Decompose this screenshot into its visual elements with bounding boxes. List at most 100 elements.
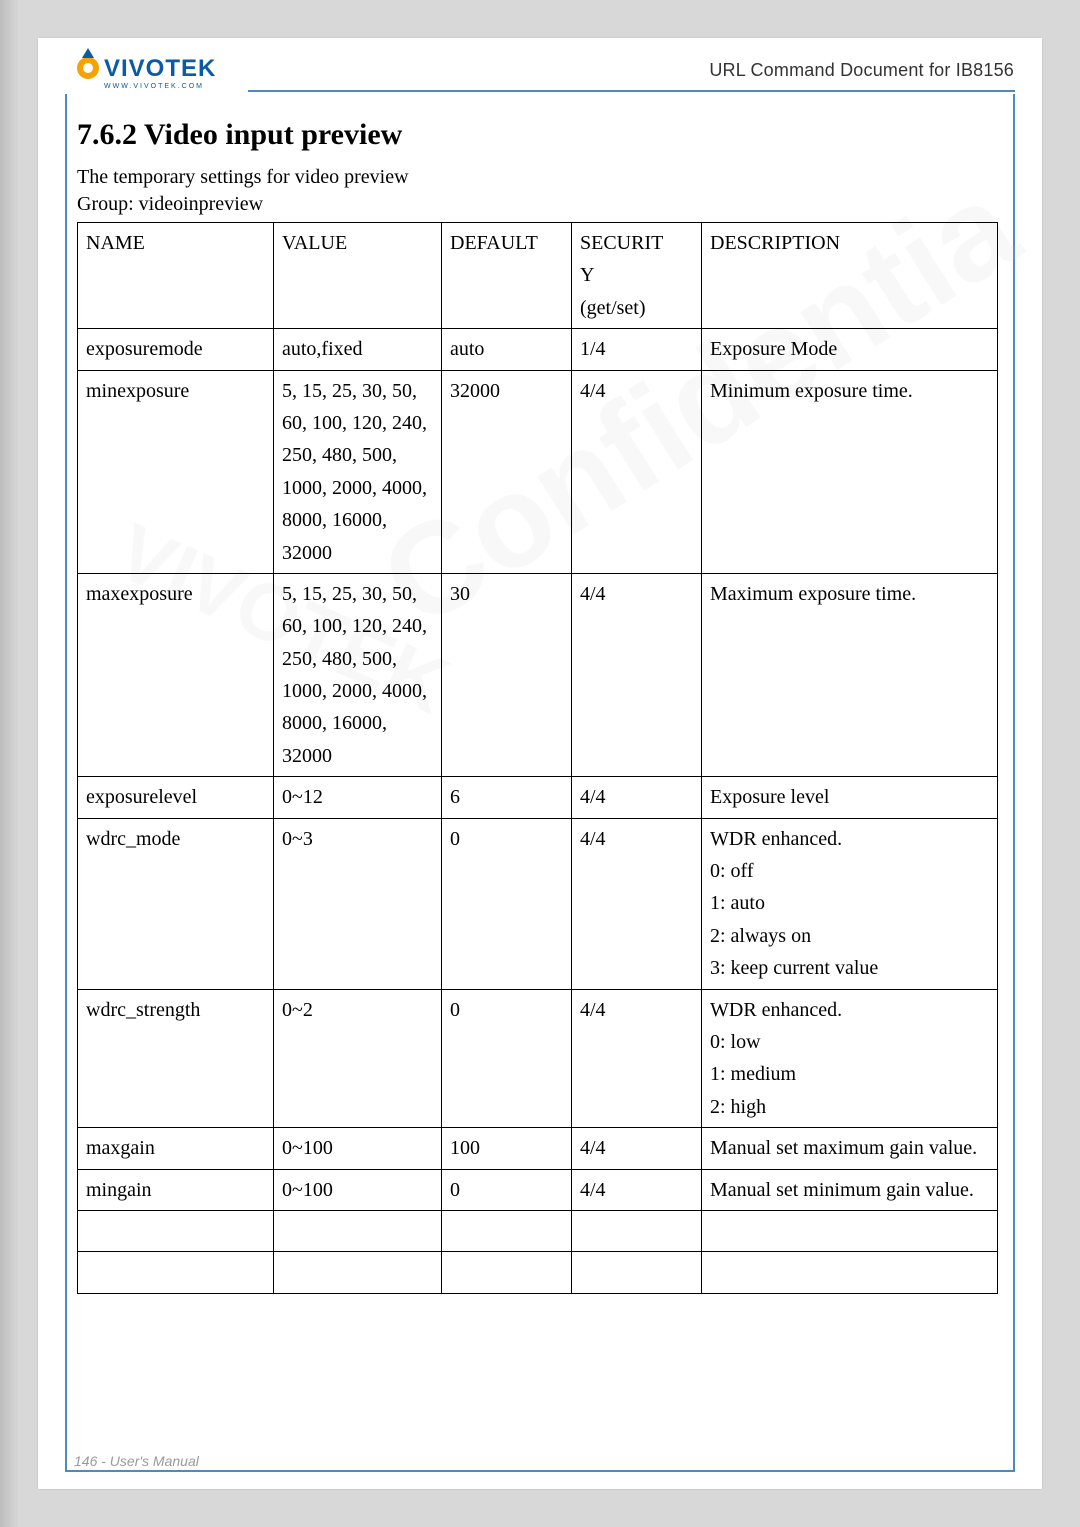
cell-security: 4/4 [572,370,702,573]
cell-security: 4/4 [572,1128,702,1169]
desc-line: 1: auto [710,887,991,919]
page-footer: 146 - User's Manual [74,1453,199,1469]
table-row: mingain0~10004/4Manual set minimum gain … [78,1169,998,1210]
cell-value: 5, 15, 25, 30, 50, 60, 100, 120, 240, 25… [274,370,442,573]
cell-default: 6 [442,777,572,818]
cell-description [702,1210,998,1251]
desc-line: 1: medium [710,1058,991,1090]
cell-value: 0~12 [274,777,442,818]
cell-name [78,1210,274,1251]
cell-default: 0 [442,818,572,989]
cell-value: 0~100 [274,1169,442,1210]
table-row: exposurelevel0~1264/4Exposure level [78,777,998,818]
cell-name: maxgain [78,1128,274,1169]
table-row [78,1252,998,1293]
cell-description: WDR enhanced.0: off1: auto2: always on3:… [702,818,998,989]
desc-line: Exposure Mode [710,333,991,365]
desc-line: 0: off [710,855,991,887]
table-row: minexposure5, 15, 25, 30, 50, 60, 100, 1… [78,370,998,573]
col-security-l3: (get/set) [580,292,695,324]
page-header: VIVOTEK WWW.VIVOTEK.COM URL Command Docu… [38,38,1042,94]
content-inner: 7.6.2 Video input preview The temporary … [77,108,1003,1294]
cell-default: 100 [442,1128,572,1169]
header-mid-rule [248,60,454,92]
cell-security: 4/4 [572,573,702,776]
cell-security [572,1252,702,1293]
page-shadow [0,0,24,1527]
cell-security: 1/4 [572,329,702,370]
col-security-l1: SECURIT [580,227,695,259]
cell-description: Minimum exposure time. [702,370,998,573]
cell-name: wdrc_strength [78,989,274,1128]
cell-value [274,1210,442,1251]
cell-description: Exposure level [702,777,998,818]
desc-line: Manual set maximum gain value. [710,1132,991,1164]
desc-line: Minimum exposure time. [710,375,991,407]
cell-description: Manual set minimum gain value. [702,1169,998,1210]
group-line: Group: videoinpreview [77,193,1003,216]
cell-default: auto [442,329,572,370]
cell-default: 0 [442,989,572,1128]
desc-line: WDR enhanced. [710,994,991,1026]
col-name: NAME [78,223,274,329]
cell-name [78,1252,274,1293]
cell-default [442,1210,572,1251]
cell-default: 32000 [442,370,572,573]
cell-description: Manual set maximum gain value. [702,1128,998,1169]
col-security-l2: Y [580,259,695,291]
table-body: exposuremodeauto,fixedauto1/4Exposure Mo… [78,329,998,1294]
col-value: VALUE [274,223,442,329]
cell-value: 0~100 [274,1128,442,1169]
table-row: wdrc_mode0~304/4WDR enhanced.0: off1: au… [78,818,998,989]
desc-line: Exposure level [710,781,991,813]
table-row: exposuremodeauto,fixedauto1/4Exposure Mo… [78,329,998,370]
cell-security [572,1210,702,1251]
section-title: 7.6.2 Video input preview [77,118,1003,152]
table-header-row: NAME VALUE DEFAULT SECURIT Y (get/set) D… [78,223,998,329]
cell-value [274,1252,442,1293]
cell-default [442,1252,572,1293]
cell-name: wdrc_mode [78,818,274,989]
col-description: DESCRIPTION [702,223,998,329]
cell-description: Exposure Mode [702,329,998,370]
desc-line: 0: low [710,1026,991,1058]
cell-value: auto,fixed [274,329,442,370]
cell-description: WDR enhanced.0: low1: medium2: high [702,989,998,1128]
param-table: NAME VALUE DEFAULT SECURIT Y (get/set) D… [77,222,998,1294]
cell-value: 0~2 [274,989,442,1128]
col-default: DEFAULT [442,223,572,329]
logo-text: VIVOTEK [104,55,216,82]
cell-description: Maximum exposure time. [702,573,998,776]
cell-name: mingain [78,1169,274,1210]
desc-line: Manual set minimum gain value. [710,1174,991,1206]
header-rule [454,90,1015,92]
logo-subtext: WWW.VIVOTEK.COM [104,83,204,90]
cell-security: 4/4 [572,777,702,818]
cell-value: 5, 15, 25, 30, 50, 60, 100, 120, 240, 25… [274,573,442,776]
table-row: maxexposure5, 15, 25, 30, 50, 60, 100, 1… [78,573,998,776]
cell-security: 4/4 [572,818,702,989]
cell-name: minexposure [78,370,274,573]
vivotek-logo: VIVOTEK WWW.VIVOTEK.COM [74,44,252,92]
section-subtitle: The temporary settings for video preview [77,166,1003,189]
cell-security: 4/4 [572,989,702,1128]
table-row: maxgain0~1001004/4Manual set maximum gai… [78,1128,998,1169]
table-row [78,1210,998,1251]
cell-description [702,1252,998,1293]
cell-default: 0 [442,1169,572,1210]
cell-default: 30 [442,573,572,776]
cell-name: exposurelevel [78,777,274,818]
doc-title: URL Command Document for IB8156 [709,60,1014,81]
desc-line: 2: high [710,1091,991,1123]
desc-line: WDR enhanced. [710,823,991,855]
document-page: VIVOTEK WWW.VIVOTEK.COM URL Command Docu… [38,38,1042,1489]
col-security: SECURIT Y (get/set) [572,223,702,329]
cell-security: 4/4 [572,1169,702,1210]
desc-line: 2: always on [710,920,991,952]
table-row: wdrc_strength0~204/4WDR enhanced.0: low1… [78,989,998,1128]
cell-name: maxexposure [78,573,274,776]
cell-value: 0~3 [274,818,442,989]
cell-name: exposuremode [78,329,274,370]
desc-line: Maximum exposure time. [710,578,991,610]
desc-line: 3: keep current value [710,952,991,984]
